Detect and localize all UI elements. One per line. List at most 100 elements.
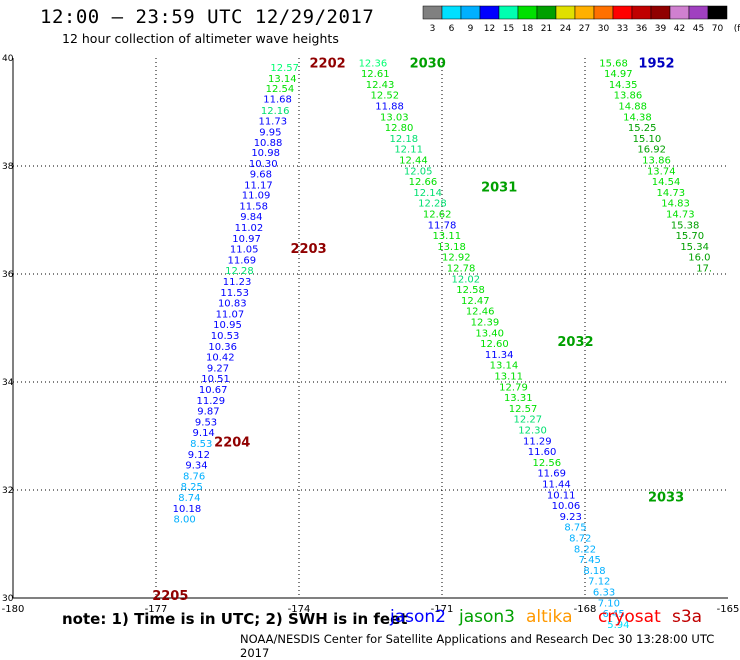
wave-height-label: 10.88	[254, 138, 283, 149]
wave-height-label: 12.66	[409, 177, 438, 188]
wave-height-label: 8.53	[190, 439, 212, 450]
wave-height-label: 14.73	[666, 210, 695, 221]
wave-height-label: 8.75	[564, 523, 586, 534]
wave-height-label: 10.83	[218, 299, 247, 310]
wave-height-label: 15.38	[671, 220, 700, 231]
colorbar-label: 12	[484, 24, 495, 34]
y-tick-label: 30	[2, 594, 14, 604]
wave-height-label: 12.62	[423, 210, 452, 221]
wave-height-label: 12.11	[394, 145, 423, 156]
wave-height-label: 11.29	[523, 436, 552, 447]
wave-height-label: 12.79	[499, 382, 528, 393]
wave-height-label: 11.29	[196, 396, 225, 407]
track-pass-label: 2030	[410, 56, 446, 71]
wave-height-label: 13.11	[494, 372, 523, 383]
wave-height-label: 11.69	[537, 469, 566, 480]
wave-height-label: 11.05	[230, 245, 259, 256]
colorbar-swatch	[498, 5, 519, 20]
wave-height-label: 12.44	[399, 156, 428, 167]
legend-cryosat: cryosat	[598, 607, 661, 627]
x-tick-label: -171	[431, 604, 454, 615]
wave-height-label: 8.74	[178, 493, 200, 504]
colorbar-swatch	[650, 5, 671, 20]
wave-height-label: 6.45	[602, 609, 624, 620]
colorbar-label: (ft)	[734, 24, 740, 34]
wave-height-label: 11.60	[528, 447, 557, 458]
wave-height-label: 9.23	[560, 512, 582, 523]
wave-height-label: 8.25	[181, 482, 203, 493]
wave-height-label: 11.17	[244, 180, 273, 191]
y-tick-label: 34	[2, 378, 14, 388]
wave-height-label: 12.16	[261, 106, 290, 117]
wave-height-label: 10.98	[251, 148, 280, 159]
wave-height-label: 9.34	[185, 461, 207, 472]
wave-height-label: 13.31	[504, 393, 533, 404]
wave-height-label: 13.14	[490, 361, 519, 372]
wave-height-label: 15.25	[628, 123, 657, 134]
colorbar-label: 42	[674, 24, 685, 34]
wave-height-label: 10.30	[249, 159, 278, 170]
wave-height-label: 9.14	[193, 428, 215, 439]
wave-height-label: 10.11	[547, 490, 576, 501]
wave-height-label: 9.84	[240, 212, 262, 223]
wave-height-label: 12.60	[480, 339, 509, 350]
wave-height-label: 14.73	[656, 188, 685, 199]
credit-line: NOAA/NESDIS Center for Satellite Applica…	[240, 632, 715, 660]
wave-height-label: 10.18	[173, 504, 202, 515]
wave-height-label: 8.22	[574, 544, 596, 555]
wave-height-label: 14.97	[604, 69, 633, 80]
wave-height-label: 12.57	[509, 404, 538, 415]
wave-height-label: 14.83	[661, 199, 690, 210]
wave-height-label: 11.09	[242, 191, 271, 202]
y-tick-label: 32	[2, 486, 13, 496]
wave-height-label: 7.10	[598, 598, 620, 609]
wave-height-label: 12.61	[361, 69, 390, 80]
colorbar-label: 27	[579, 24, 590, 34]
wave-height-label: 12.56	[533, 458, 562, 469]
colorbar-label: 33	[617, 24, 628, 34]
y-tick-label: 36	[2, 270, 14, 280]
wave-height-label: 15.10	[633, 134, 662, 145]
chart-title: 12:00 – 23:59 UTC 12/29/2017	[40, 6, 375, 28]
colorbar-swatch	[555, 5, 576, 20]
wave-height-label: 14.88	[618, 102, 647, 113]
wave-height-label: 12.80	[385, 123, 414, 134]
colorbar-label: 3	[430, 24, 436, 34]
colorbar-swatch	[593, 5, 614, 20]
colorbar-label: 36	[636, 24, 648, 34]
wave-height-label: 16.0	[688, 253, 710, 264]
track-pass-label: 2032	[557, 335, 593, 350]
wave-height-label: 12.02	[452, 274, 481, 285]
colorbar-label: 6	[449, 24, 455, 34]
wave-height-label: 9.68	[250, 170, 272, 181]
wave-height-label: 12.05	[404, 166, 433, 177]
colorbar-swatch	[669, 5, 690, 20]
colorbar-label: 39	[655, 24, 667, 34]
wave-height-label: 9.27	[207, 363, 229, 374]
y-tick-label: 40	[2, 54, 14, 64]
legend-s3a: s3a	[672, 607, 703, 627]
wave-height-label: 15.70	[676, 231, 705, 242]
track-pass-label: 2033	[648, 490, 684, 505]
wave-height-label: 12.36	[359, 58, 388, 69]
colorbar-label: 24	[560, 24, 572, 34]
wave-height-label: 12.47	[461, 296, 490, 307]
wave-height-label: 8.18	[583, 566, 605, 577]
wave-height-label: 11.73	[258, 117, 287, 128]
wave-height-label: 12.78	[447, 264, 476, 275]
y-tick-label: 38	[2, 162, 14, 172]
wave-height-label: 11.69	[227, 255, 256, 266]
wave-height-label: 5.94	[607, 620, 629, 631]
wave-height-label: 8.00	[173, 515, 195, 526]
wave-height-label: 15.68	[599, 58, 628, 69]
colorbar-swatch	[536, 5, 557, 20]
colorbar-swatch	[707, 5, 728, 20]
wave-height-label: 15.34	[680, 242, 709, 253]
wave-height-label: 7.45	[579, 555, 601, 566]
colorbar-label: 15	[503, 24, 514, 34]
wave-height-label: 17.	[696, 264, 712, 275]
wave-height-label: 11.23	[223, 277, 252, 288]
wave-height-label: 9.87	[197, 407, 219, 418]
chart-subtitle: 12 hour collection of altimeter wave hei…	[62, 31, 339, 46]
wave-height-label: 10.51	[201, 374, 230, 385]
